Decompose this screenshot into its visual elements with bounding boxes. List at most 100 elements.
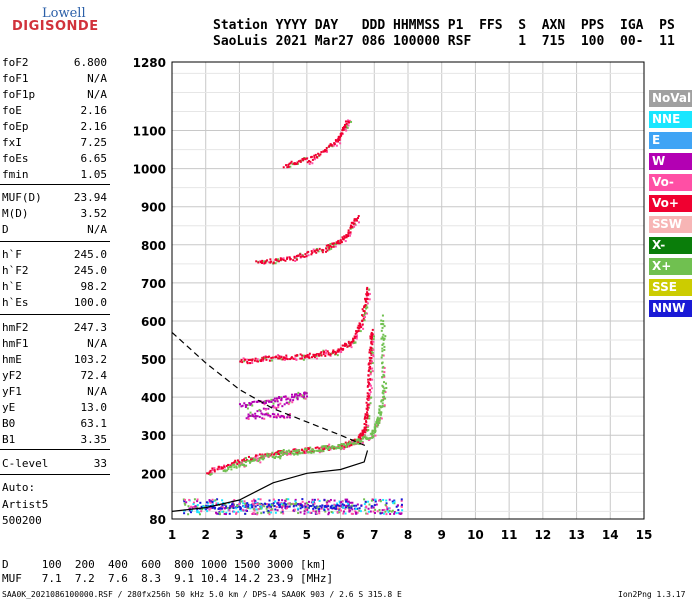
echo-point: [299, 160, 302, 163]
echo-point: [358, 507, 361, 510]
echo-point: [369, 373, 372, 376]
echo-point: [243, 465, 246, 468]
echo-point: [376, 425, 379, 428]
echo-point: [217, 466, 220, 469]
echo-point: [249, 504, 252, 507]
echo-point: [368, 348, 371, 351]
echo-point: [347, 124, 350, 127]
echo-point: [265, 399, 268, 402]
echo-point: [289, 503, 292, 506]
echo-point: [196, 509, 199, 512]
echo-point: [261, 359, 264, 362]
echo-point: [370, 387, 373, 390]
echo-point: [368, 369, 371, 372]
echo-point: [278, 357, 281, 360]
echo-point: [231, 462, 234, 465]
echo-point: [346, 443, 349, 446]
echo-point: [324, 250, 327, 253]
echo-point: [363, 306, 366, 309]
echo-point: [400, 505, 403, 508]
echo-point: [233, 461, 236, 464]
echo-point: [366, 286, 369, 289]
echo-point: [341, 236, 344, 239]
echo-point: [327, 244, 330, 247]
echo-point: [264, 401, 267, 404]
echo-point: [329, 505, 332, 508]
echo-point: [188, 498, 191, 501]
echo-point: [401, 509, 404, 512]
echo-point: [368, 398, 371, 401]
echo-point: [302, 397, 305, 400]
echo-point: [370, 340, 373, 343]
echo-point: [257, 360, 260, 363]
echo-point: [192, 506, 195, 509]
echo-point: [366, 512, 369, 515]
echo-point: [268, 261, 271, 264]
echo-point: [351, 342, 354, 345]
echo-point: [218, 513, 221, 516]
echo-point: [305, 448, 308, 451]
echo-point: [285, 503, 288, 506]
echo-point: [352, 341, 355, 344]
echo-point: [307, 451, 310, 454]
echo-point: [370, 350, 373, 353]
echo-point: [368, 384, 371, 387]
echo-point: [251, 502, 254, 505]
echo-point: [359, 432, 362, 435]
echo-point: [249, 402, 252, 405]
echo-point: [350, 346, 353, 349]
echo-point: [241, 461, 244, 464]
echo-point: [314, 446, 317, 449]
echo-point: [296, 453, 299, 456]
echo-point: [355, 439, 358, 442]
param-label: hmE: [2, 353, 22, 366]
echo-point: [343, 447, 346, 450]
echo-point: [304, 354, 307, 357]
echo-point: [333, 507, 336, 510]
echo-point: [369, 359, 372, 362]
echo-point: [279, 416, 282, 419]
echo-point: [268, 499, 271, 502]
echo-point: [380, 337, 383, 340]
echo-point: [311, 501, 314, 504]
echo-point: [211, 503, 214, 506]
echo-point: [221, 507, 224, 510]
echo-point: [356, 326, 359, 329]
echo-point: [327, 448, 330, 451]
echo-point: [277, 404, 280, 407]
echo-point: [213, 467, 216, 470]
echo-point: [348, 342, 351, 345]
echo-point: [272, 498, 275, 501]
echo-point: [312, 451, 315, 454]
echo-point: [278, 453, 281, 456]
echo-point: [272, 261, 275, 264]
echo-point: [340, 132, 343, 135]
echo-point: [215, 512, 218, 515]
echo-point: [325, 445, 328, 448]
echo-point: [354, 512, 357, 515]
echo-point: [207, 472, 210, 475]
echo-point: [384, 335, 387, 338]
echo-point: [353, 218, 356, 221]
echo-point: [258, 502, 261, 505]
echo-point: [338, 500, 341, 503]
echo-point: [393, 502, 396, 505]
echo-point: [275, 356, 278, 359]
echo-point: [288, 256, 291, 259]
echo-point: [188, 507, 191, 510]
echo-point: [317, 450, 320, 453]
x-tick-label: 1: [168, 528, 176, 542]
echo-point: [382, 399, 385, 402]
echo-point: [243, 358, 246, 361]
echo-point: [289, 398, 292, 401]
echo-point: [262, 407, 265, 410]
echo-point: [294, 500, 297, 503]
echo-point: [327, 511, 330, 514]
echo-point: [345, 236, 348, 239]
echo-point: [346, 498, 349, 501]
echo-point: [293, 393, 296, 396]
echo-point: [318, 499, 321, 502]
echo-point: [302, 504, 305, 507]
echo-point: [299, 353, 302, 356]
echo-point: [298, 452, 301, 455]
